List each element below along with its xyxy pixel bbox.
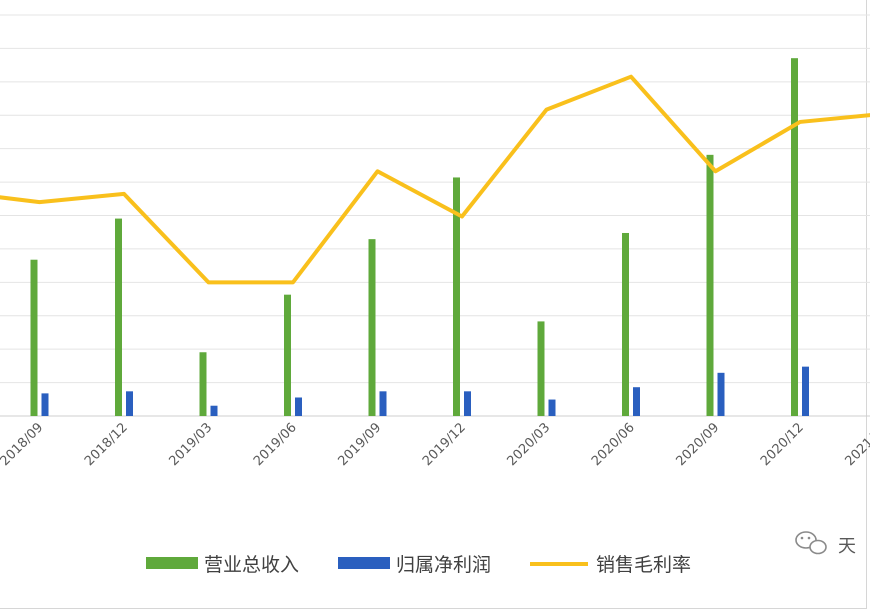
- x-tick-label: 2018/12: [82, 420, 131, 469]
- bar-revenue-2019/09: [368, 239, 376, 416]
- line-series: [0, 74, 870, 285]
- bar-revenue-2019/06: [284, 294, 291, 416]
- legend-entry: 营业总收入: [146, 554, 299, 576]
- line-gross-margin: [0, 74, 870, 285]
- legend-swatch: [146, 557, 198, 569]
- legend-label: 销售毛利率: [596, 554, 691, 576]
- bar-revenue-2018/12: [115, 218, 122, 416]
- x-tick-label: 2020/09: [674, 420, 723, 469]
- x-tick-label: 2020/03: [505, 420, 554, 469]
- wechat-icon: [795, 531, 827, 555]
- x-tick-label: 2018/09: [0, 420, 46, 469]
- legend-entry: 销售毛利率: [530, 554, 691, 576]
- x-tick-label: 2019/09: [336, 420, 385, 469]
- bar-net-profit-2019/09: [379, 391, 387, 416]
- bar-net-profit-2019/06: [295, 397, 302, 416]
- watermark: 天: [795, 531, 856, 557]
- gridlines: [0, 14, 870, 417]
- bar-revenue-2020/06: [622, 232, 629, 416]
- bar-revenue-2020/03: [537, 321, 545, 416]
- x-tick-label: 2019/03: [167, 420, 216, 469]
- bar-net-profit-2018/12: [126, 391, 133, 416]
- bar-net-profit-2019/12: [464, 391, 471, 416]
- bar-net-profit-2020/09: [717, 372, 725, 416]
- x-tick-label: 2020/06: [589, 420, 638, 469]
- x-tick-label: 2021/03: [843, 420, 870, 469]
- legend-swatch: [338, 557, 390, 569]
- legend-entry: 归属净利润: [338, 554, 491, 576]
- x-tick-label: 2020/12: [758, 420, 807, 469]
- bar-net-profit-2020/12: [802, 366, 809, 416]
- bar-net-profit-2020/06: [633, 387, 640, 416]
- bar-revenue-2020/09: [706, 154, 714, 417]
- legend-label: 营业总收入: [204, 554, 299, 576]
- bar-net-profit-2019/03: [210, 405, 218, 416]
- legend: 营业总收入 归属净利润 销售毛利率: [146, 554, 691, 576]
- x-axis-tick-labels: 2018/062018/092018/122019/032019/062019/…: [0, 420, 870, 469]
- bar-revenue-2020/12: [791, 58, 798, 416]
- bar-revenue-2019/12: [453, 177, 460, 416]
- x-tick-label: 2019/12: [420, 420, 469, 469]
- bar-revenue-2018/09: [30, 259, 38, 416]
- bar-net-profit-2018/09: [41, 393, 49, 416]
- bar-series: [30, 58, 809, 417]
- x-tick-label: 2019/06: [251, 420, 300, 469]
- legend-label: 归属净利润: [396, 554, 491, 576]
- watermark-text: 天: [838, 536, 856, 557]
- bar-revenue-2019/03: [199, 352, 207, 416]
- bar-net-profit-2020/03: [548, 399, 556, 416]
